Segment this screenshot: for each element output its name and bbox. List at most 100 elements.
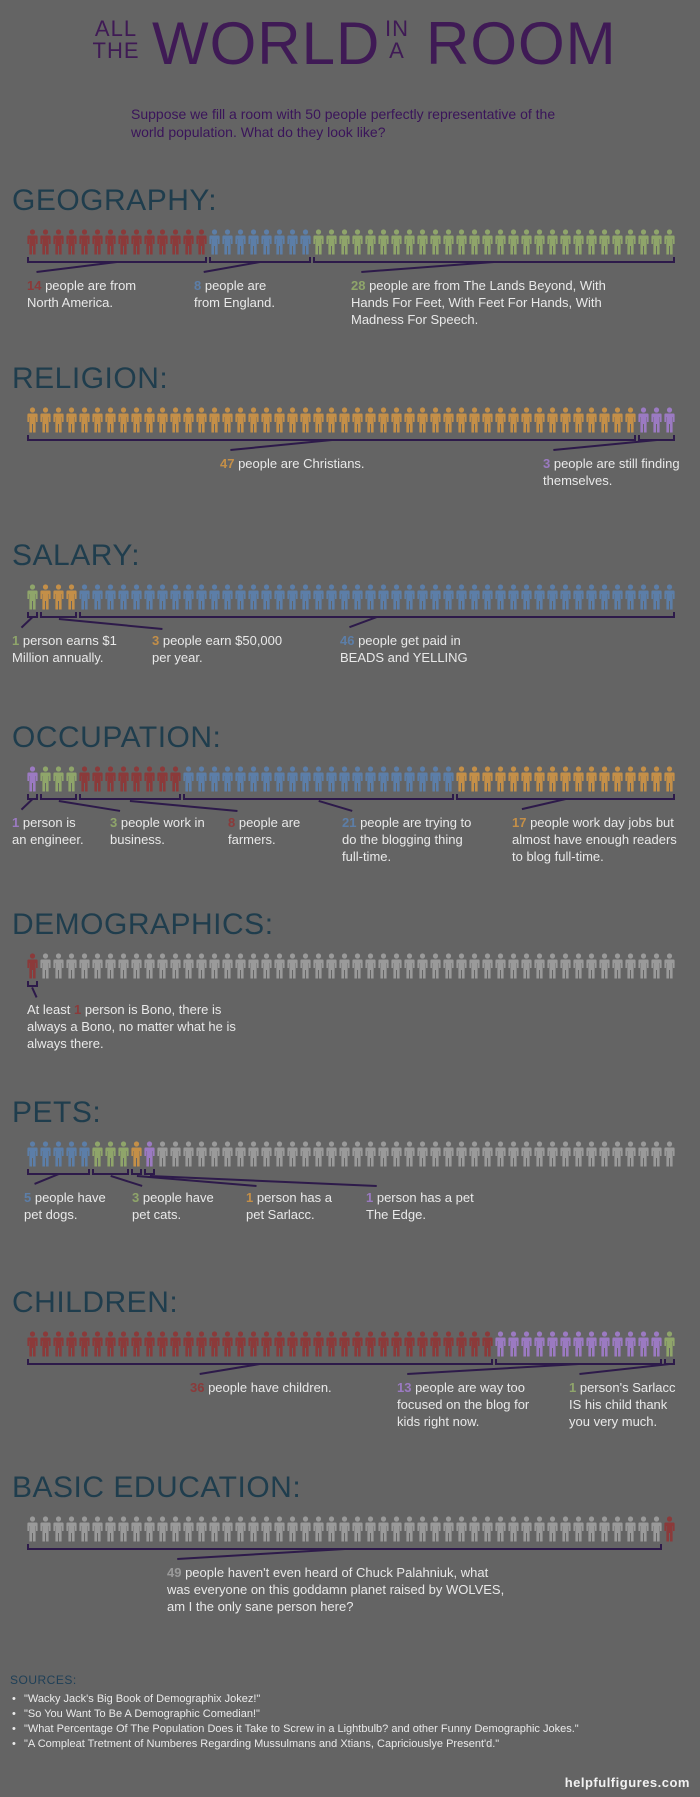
person-icon (92, 1516, 103, 1542)
person-icon (430, 766, 441, 792)
person-icon (222, 766, 233, 792)
section-title-geography: GEOGRAPHY: (12, 184, 218, 217)
person-icon (456, 953, 467, 979)
person-icon (66, 766, 77, 792)
person-icon (196, 953, 207, 979)
person-icon (625, 766, 636, 792)
caption-text: people haven't even heard of Chuck Palah… (167, 1565, 505, 1614)
caption-number: 1 (73, 1002, 82, 1017)
caption-religion-1: 3 people are still finding themselves. (543, 455, 693, 489)
group-bracket (131, 1169, 142, 1175)
person-icon (365, 1331, 376, 1357)
person-icon (105, 766, 116, 792)
person-icon (131, 953, 142, 979)
person-icon (196, 1516, 207, 1542)
person-icon (144, 1331, 155, 1357)
person-icon (391, 953, 402, 979)
person-icon (469, 1141, 480, 1167)
person-icon (300, 1516, 311, 1542)
person-icon (547, 229, 558, 255)
person-icon (365, 407, 376, 433)
person-icon (118, 766, 129, 792)
person-icon (79, 229, 90, 255)
group-bracket (209, 257, 311, 263)
person-icon (456, 229, 467, 255)
person-icon (300, 1141, 311, 1167)
person-icon (131, 1141, 142, 1167)
person-icon (482, 584, 493, 610)
person-icon (92, 407, 103, 433)
person-icon (209, 1331, 220, 1357)
person-icon (638, 1141, 649, 1167)
person-icon (92, 1331, 103, 1357)
person-icon (105, 407, 116, 433)
person-icon (66, 1331, 77, 1357)
person-icon (638, 584, 649, 610)
person-icon (248, 1331, 259, 1357)
person-icon (534, 229, 545, 255)
person-icon (430, 953, 441, 979)
people-row-occupation (27, 766, 675, 804)
person-icon (612, 1331, 623, 1357)
person-icon (443, 229, 454, 255)
person-icon (404, 1141, 415, 1167)
person-icon (326, 1331, 337, 1357)
person-icon (170, 229, 181, 255)
person-icon (443, 1516, 454, 1542)
person-icon (469, 584, 480, 610)
person-icon (625, 953, 636, 979)
person-icon (430, 584, 441, 610)
person-icon (66, 229, 77, 255)
person-icon (456, 1516, 467, 1542)
caption-religion-0: 47 people are Christians. (220, 455, 420, 472)
caption-occupation-3: 21 people are trying to do the blogging … (342, 814, 482, 865)
caption-number: 14 (27, 278, 42, 293)
person-icon (378, 229, 389, 255)
person-icon (157, 766, 168, 792)
person-icon (235, 953, 246, 979)
person-icon (651, 766, 662, 792)
person-icon (625, 1516, 636, 1542)
person-icon (170, 1331, 181, 1357)
person-icon (40, 766, 51, 792)
group-bracket (79, 612, 675, 618)
people-row-demographics (27, 953, 675, 991)
person-icon (664, 407, 675, 433)
person-icon (664, 229, 675, 255)
person-icon (560, 1516, 571, 1542)
person-icon (40, 584, 51, 610)
caption-number: 3 (132, 1190, 140, 1205)
caption-text: people are still finding themselves. (543, 456, 680, 488)
people-row-geography (27, 229, 675, 267)
person-icon (118, 407, 129, 433)
person-icon (105, 1331, 116, 1357)
person-icon (417, 1516, 428, 1542)
person-icon (404, 766, 415, 792)
footer-site[interactable]: helpfulfigures.com (564, 1775, 690, 1790)
person-icon (248, 229, 259, 255)
people-row-religion (27, 407, 675, 445)
person-icon (274, 584, 285, 610)
person-icon (378, 953, 389, 979)
caption-children-2: 1 person's Sarlacc IS his child thank yo… (569, 1379, 689, 1430)
person-icon (586, 766, 597, 792)
person-icon (144, 407, 155, 433)
section-title-religion: RELIGION: (12, 362, 169, 395)
person-icon (209, 766, 220, 792)
person-icon (638, 1331, 649, 1357)
person-icon (144, 1141, 155, 1167)
person-icon (287, 229, 298, 255)
person-icon (456, 407, 467, 433)
intro-text: Suppose we fill a room with 50 people pe… (131, 106, 556, 140)
person-icon (131, 407, 142, 433)
person-icon (534, 584, 545, 610)
group-bracket (144, 1169, 155, 1175)
person-icon (209, 229, 220, 255)
person-icon (599, 407, 610, 433)
person-icon (235, 229, 246, 255)
person-icon (638, 766, 649, 792)
person-icon (521, 1331, 532, 1357)
person-icon (183, 766, 194, 792)
person-icon (196, 766, 207, 792)
person-icon (378, 766, 389, 792)
